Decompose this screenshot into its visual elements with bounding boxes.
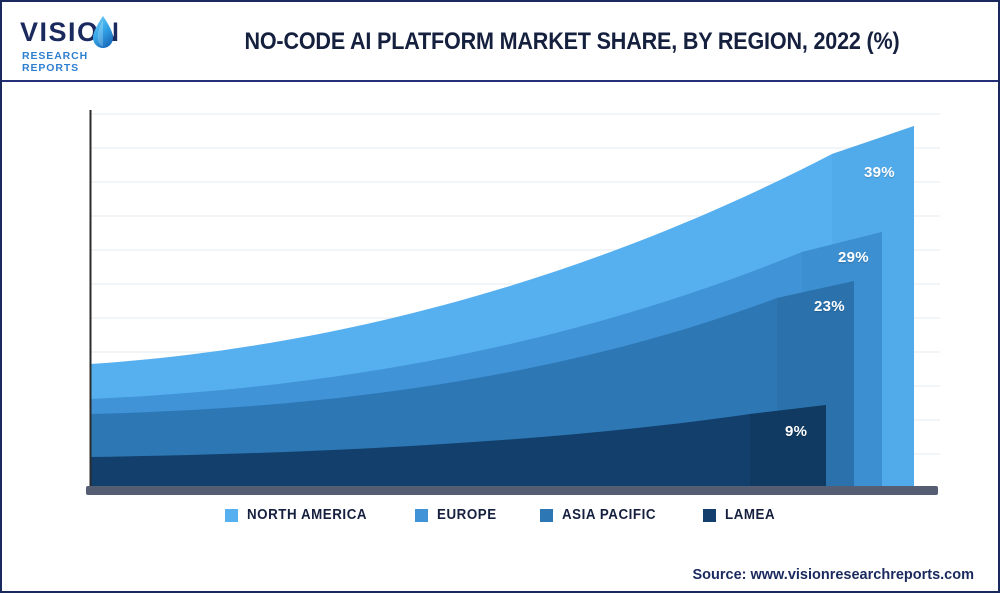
legend-item-europe[interactable]: EUROPE <box>415 507 502 523</box>
legend-swatch-icon <box>415 508 429 522</box>
stacked-area-chart-svg <box>86 110 940 495</box>
legend-item-asia-pacific[interactable]: ASIA PACIFIC <box>540 507 664 523</box>
legend-swatch-icon <box>224 508 238 522</box>
data-label-north-america: 39% <box>864 164 895 181</box>
logo-subtitle: RESEARCH REPORTS <box>22 50 89 74</box>
legend-item-north-america[interactable]: NORTH AMERICA <box>224 507 378 523</box>
chart-plot-area: 39% 29% 23% 9% <box>2 82 998 507</box>
legend-label: ASIA PACIFIC <box>562 507 657 523</box>
water-drop-icon <box>93 16 113 48</box>
source-attribution: Source: www.visionresearchreports.com <box>692 567 974 583</box>
area-series-lamea <box>90 405 826 486</box>
axis-base-shadow <box>86 486 938 495</box>
data-label-asia-pacific: 23% <box>814 298 845 315</box>
legend-label: EUROPE <box>437 507 498 523</box>
page-title: NO-CODE AI PLATFORM MARKET SHARE, BY REG… <box>244 28 900 55</box>
legend-label: LAMEA <box>724 507 775 523</box>
legend-swatch-icon <box>540 508 554 522</box>
legend-swatch-icon <box>702 508 716 522</box>
legend-label: NORTH AMERICA <box>246 507 367 523</box>
vision-research-reports-logo: VISION RESEARCH REPORTS <box>20 15 146 74</box>
legend-item-lamea[interactable]: LAMEA <box>702 507 780 523</box>
data-label-europe: 29% <box>838 249 869 266</box>
data-label-lamea: 9% <box>785 423 808 440</box>
header-bar: VISION RESEARCH REPORTS NO-CODE AI PLATF… <box>2 2 998 82</box>
chart-legend: NORTH AMERICA EUROPE ASIA PACIFIC LAMEA <box>2 507 998 523</box>
